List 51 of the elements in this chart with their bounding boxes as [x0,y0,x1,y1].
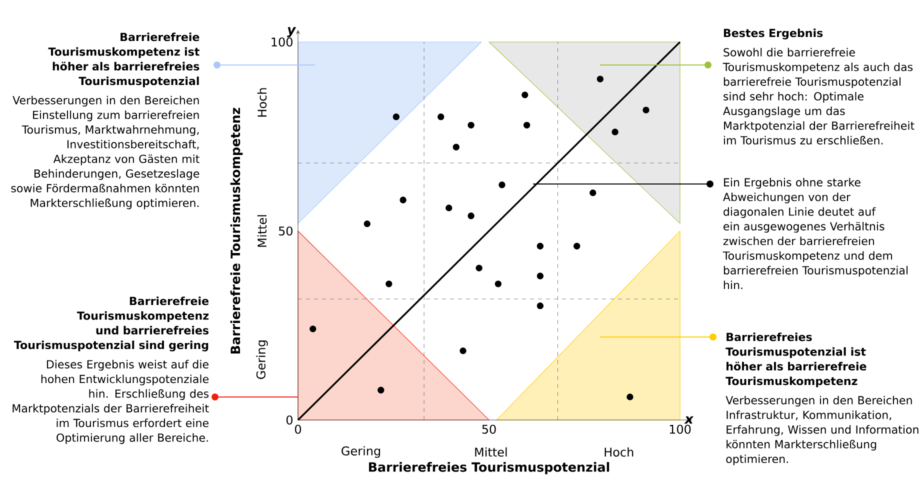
point [642,106,650,114]
text: Verbesserungen in den Bereichen Infrastruktur, Kommunikation, Erfahrung, Wissen und Information könnten Markterschließung optimieren. [726,396,918,466]
y-tick-label: 100 [272,37,292,47]
text: Ein Ergebnis ohne starke Abweichungen von der diagonalen Linie deutet auf ein ausgewogenes Verhältnis zwischen der barrierefreien Tourismuskompetenz und dem barrierefreien Tourismuspotenzial hin. [722,178,908,290]
text: Gering [342,446,380,458]
text: Bestes Ergebnis [724,28,823,40]
text: Mittel [475,447,507,457]
point [460,347,466,354]
point [536,302,544,310]
point [590,189,596,196]
point [446,204,452,212]
point [498,182,506,188]
point [626,394,634,400]
point [378,386,384,394]
point [310,326,316,332]
text: Sowohl die barrierefreie Tourismuskompetenz als auch das barrierefreie Tourismuspotenzial sind sehr hoch: Optimale Ausgangslage um das Marktpotenzial der Barrierefreiheit im Tourismus zu erschließen. [722,48,914,144]
point [536,242,544,250]
text: Barrierefreies Tourismuspotenzial ist höher als barrierefreie Tourismuskompetenz [726,332,866,388]
point [574,242,580,250]
point [452,144,460,150]
text: y [286,27,296,38]
y-axis-title: Barrierefreie Tourismuskompetenz [230,108,243,354]
point [523,122,530,128]
point [476,264,482,272]
point [364,220,370,228]
point [596,76,604,82]
point [522,92,528,98]
x-tick-label: 100 [670,424,691,434]
text: Barrierefreie Tourismuskompetenz ist höher als barrierefreies Tourismuspotenzial [48,32,200,88]
text: Dieses Ergebnis weist auf die hohen Entwicklungspotenziale hin. Erschließung des Marktpotenzials der Barrierefreiheit im Tourismus erfordert eine Optimierung aller Bereiche. [12,360,209,444]
text: Verbesserungen in den Bereichen Einstellung zum barrierefreien Tourismus, Marktwahrnehmung, Investitionsbereitschaft, Akzeptanz von Gästen mit Behinderungen, Gesetzeslage sowie Fördermaßnahmen könnten Markterschließung optimieren. [11,96,200,210]
point [386,280,392,288]
text: Hoch [257,88,267,117]
x-axis-title: Barrierefreies Tourismuspotenzial [369,462,610,474]
text: Barrierefreie Tourismuskompetenz und barrierefreies Tourismuspotenzial sind gering [14,296,209,352]
point [468,122,474,128]
text: Hoch [604,447,634,457]
x-tick-label: 50 [482,424,496,434]
text: x [684,416,694,424]
point [438,114,444,120]
text: Gering [256,340,268,379]
y-tick-label: 50 [278,226,292,236]
point [536,272,544,280]
point [400,196,406,204]
y-tick-label: 0 [286,415,292,425]
text: Mittel [257,215,267,247]
x-tick-label: 0 [294,424,302,434]
point [494,280,502,288]
point [468,212,474,220]
point [392,114,400,120]
point [612,128,618,136]
